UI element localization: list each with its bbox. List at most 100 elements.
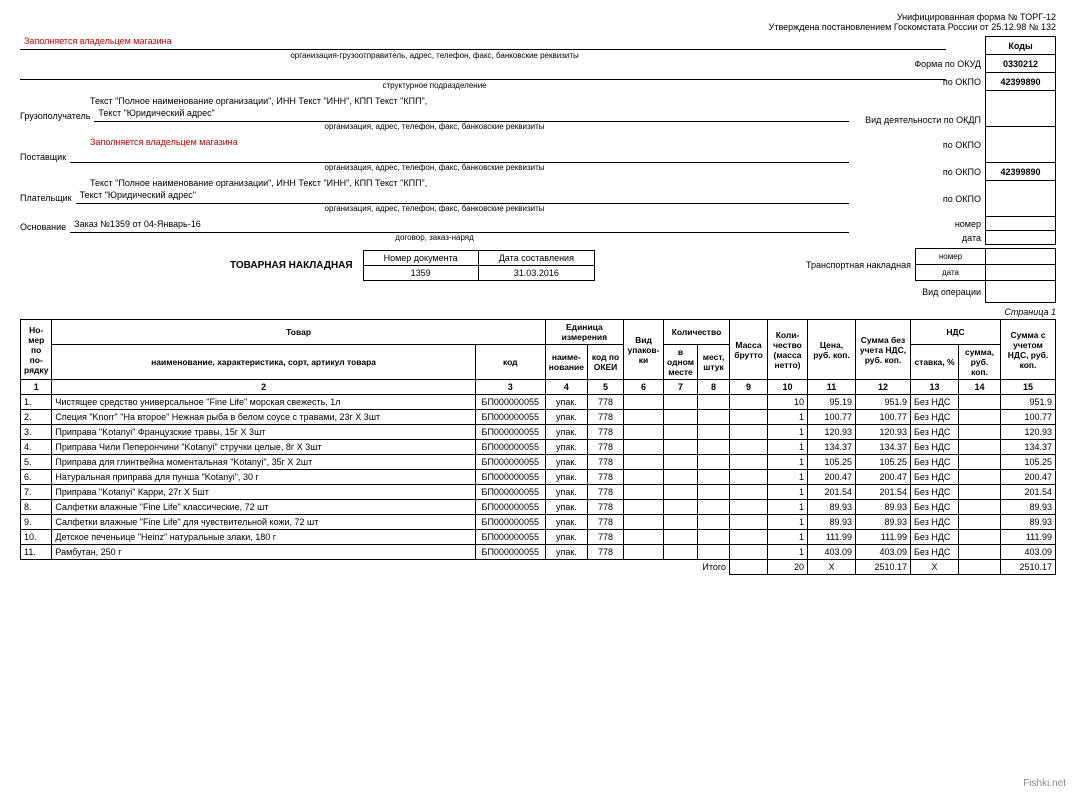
table-cell [959, 395, 1001, 410]
table-cell: 1 [768, 500, 808, 515]
total-cell: 2510.17 [856, 560, 911, 575]
table-cell: 3. [21, 425, 52, 440]
total-row: Итого20X2510.17X2510.17 [21, 560, 1056, 575]
colnum-cell: 12 [856, 380, 911, 395]
table-cell [730, 500, 768, 515]
table-cell: 200.47 [856, 470, 911, 485]
tn-date-value [986, 265, 1056, 281]
table-cell: 778 [588, 530, 624, 545]
okud-label: Форма по ОКУД [859, 55, 985, 73]
th-price: Цена, руб. коп. [808, 320, 856, 380]
table-cell: 1 [768, 485, 808, 500]
table-cell [959, 545, 1001, 560]
transport-block: Транспортная накладная номер дата Вид оп… [805, 248, 1056, 303]
table-cell: 120.93 [1001, 425, 1056, 440]
th-sumnovat: Сумма без учета НДС, руб. коп. [856, 320, 911, 380]
table-cell [698, 395, 730, 410]
okpo2-value [986, 127, 1056, 163]
table-row: 3.Приправа "Kotanyi" Французские травы, … [21, 425, 1056, 440]
table-cell [664, 395, 698, 410]
th-vatsum: сумма, руб. коп. [959, 345, 1001, 380]
table-cell [730, 485, 768, 500]
table-cell [624, 485, 664, 500]
table-row: 7.Приправа "Kotanyi" Карри, 27г X 5штБП0… [21, 485, 1056, 500]
table-cell [698, 425, 730, 440]
table-cell [959, 500, 1001, 515]
table-cell [959, 485, 1001, 500]
table-cell [730, 470, 768, 485]
okpo-label: по ОКПО [859, 73, 985, 91]
operation-value [986, 281, 1056, 303]
table-cell: упак. [545, 485, 587, 500]
table-cell [664, 485, 698, 500]
table-cell: 89.93 [808, 515, 856, 530]
doc-title: ТОВАРНАЯ НАКЛАДНАЯ [230, 260, 353, 271]
number-value [986, 217, 1056, 231]
table-cell: БП000000055 [475, 395, 545, 410]
table-cell: 10. [21, 530, 52, 545]
table-cell: БП000000055 [475, 500, 545, 515]
supplier-label: Поставщик [20, 152, 70, 163]
table-cell: 1 [768, 425, 808, 440]
th-net: Коли-чество (масса нетто) [768, 320, 808, 380]
total-cell: X [808, 560, 856, 575]
table-cell: Салфетки влажные "Fine Life" для чувстви… [52, 515, 475, 530]
colnum-cell: 3 [475, 380, 545, 395]
okpo3-value: 42399890 [986, 163, 1056, 181]
table-cell: Детское печеньице "Heinz" натуральные зл… [52, 530, 475, 545]
table-cell: 89.93 [856, 515, 911, 530]
table-cell: 100.77 [808, 410, 856, 425]
org-full-1: Текст "Полное наименование организации",… [20, 96, 946, 106]
table-cell [624, 515, 664, 530]
table-row: 1.Чистящее средство универсальное "Fine … [21, 395, 1056, 410]
table-cell: 134.37 [856, 440, 911, 455]
table-cell: Без НДС [911, 545, 959, 560]
th-sumvat: Сумма с учетом НДС, руб. коп. [1001, 320, 1056, 380]
th-pack: Вид упаков-ки [624, 320, 664, 380]
table-cell: БП000000055 [475, 470, 545, 485]
table-cell [698, 500, 730, 515]
table-cell [698, 515, 730, 530]
table-cell: 1 [768, 530, 808, 545]
table-row: 6.Натуральная приправа для пунша "Kotany… [21, 470, 1056, 485]
okpo4-value [986, 181, 1056, 217]
table-cell: упак. [545, 455, 587, 470]
table-cell: 4. [21, 440, 52, 455]
table-cell [730, 530, 768, 545]
table-cell: 778 [588, 515, 624, 530]
table-cell: 200.47 [1001, 470, 1056, 485]
transport-label: Транспортная накладная [805, 249, 916, 281]
table-cell: Приправа Чили Пеперончини "Kotanyi" стру… [52, 440, 475, 455]
docnum-v2: 31.03.2016 [478, 266, 594, 281]
table-cell: 11. [21, 545, 52, 560]
table-cell: упак. [545, 395, 587, 410]
table-cell [730, 410, 768, 425]
table-cell: 778 [588, 395, 624, 410]
th-qtyone: в одном месте [664, 345, 698, 380]
tn-number-label: номер [916, 249, 986, 265]
table-row: 8.Салфетки влажные "Fine Life" классичес… [21, 500, 1056, 515]
table-cell: упак. [545, 515, 587, 530]
table-cell [664, 530, 698, 545]
form-line2: Утверждена постановлением Госкомстата Ро… [20, 22, 1056, 32]
table-cell: 403.09 [808, 545, 856, 560]
table-cell: Приправа для глинтвейна моментальная "Ko… [52, 455, 475, 470]
colnum-cell: 13 [911, 380, 959, 395]
table-cell: 89.93 [1001, 500, 1056, 515]
table-cell: БП000000055 [475, 410, 545, 425]
table-cell: 111.99 [1001, 530, 1056, 545]
colnum-cell: 8 [698, 380, 730, 395]
table-cell: 105.25 [808, 455, 856, 470]
date-label: дата [859, 231, 985, 245]
table-cell: 89.93 [856, 500, 911, 515]
table-cell: 105.25 [856, 455, 911, 470]
th-qtyplaces: мест, штук [698, 345, 730, 380]
codes-block: Коды Форма по ОКУД0330212 по ОКПО4239989… [859, 36, 1056, 245]
docnum-h1: Номер документа [363, 251, 478, 266]
table-cell [959, 455, 1001, 470]
fill-owner-1: Заполняется владельцем магазина [20, 36, 946, 50]
table-cell: Приправа "Kotanyi" Французские травы, 15… [52, 425, 475, 440]
contract-sub: договор, заказ-наряд [20, 233, 946, 242]
table-cell [730, 545, 768, 560]
table-cell: Без НДС [911, 395, 959, 410]
